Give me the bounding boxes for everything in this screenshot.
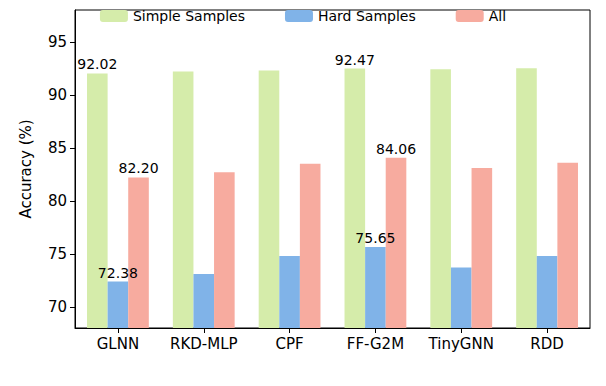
svg-text:Simple Samples: Simple Samples: [133, 8, 245, 24]
svg-text:95: 95: [48, 33, 67, 51]
svg-text:FF-G2M: FF-G2M: [347, 335, 404, 353]
svg-text:84.06: 84.06: [376, 141, 416, 157]
svg-text:82.20: 82.20: [118, 160, 158, 176]
svg-text:CPF: CPF: [276, 335, 304, 353]
svg-text:TinyGNN: TinyGNN: [428, 335, 494, 353]
svg-text:Hard Samples: Hard Samples: [318, 8, 416, 24]
svg-text:92.47: 92.47: [335, 52, 375, 68]
svg-text:GLNN: GLNN: [97, 335, 139, 353]
svg-text:All: All: [489, 8, 506, 24]
svg-text:RDD: RDD: [530, 335, 564, 353]
svg-text:Accuracy (%): Accuracy (%): [17, 119, 35, 218]
svg-text:90: 90: [48, 86, 67, 104]
svg-text:85: 85: [48, 139, 67, 157]
svg-text:RKD-MLP: RKD-MLP: [170, 335, 238, 353]
svg-text:75: 75: [48, 245, 67, 263]
svg-text:92.02: 92.02: [77, 56, 117, 72]
svg-text:72.38: 72.38: [98, 265, 138, 281]
svg-text:80: 80: [48, 192, 67, 210]
svg-text:70: 70: [48, 298, 67, 316]
svg-text:75.65: 75.65: [355, 230, 395, 246]
